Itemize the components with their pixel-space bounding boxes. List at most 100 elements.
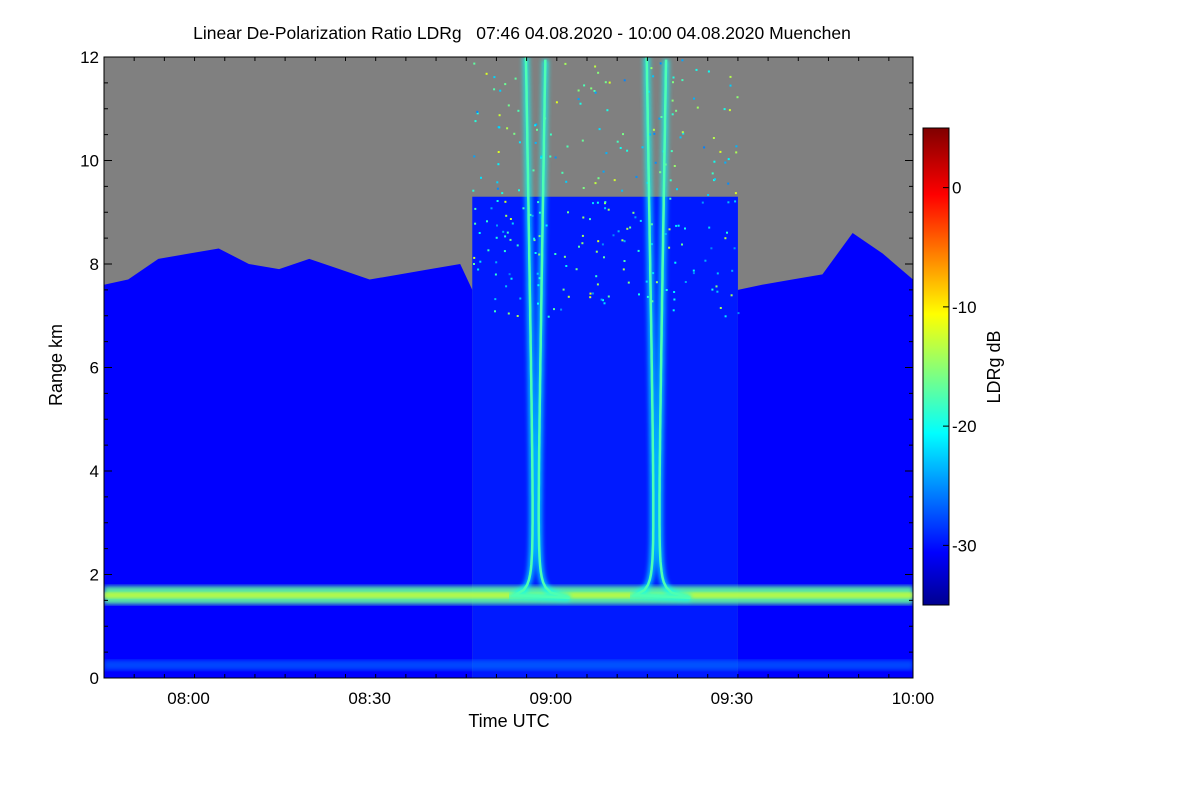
noise-speckle (655, 281, 658, 284)
noise-speckle (510, 277, 513, 280)
noise-speckle (511, 222, 514, 225)
noise-speckle (670, 150, 673, 153)
noise-speckle (518, 189, 520, 192)
noise-speckle (561, 171, 564, 174)
noise-speckle (554, 156, 557, 159)
noise-speckle (724, 237, 727, 240)
noise-speckle (480, 176, 482, 179)
noise-speckle (716, 290, 719, 293)
noise-speckle (496, 200, 499, 202)
noise-speckle (504, 235, 507, 238)
noise-speckle (724, 161, 727, 164)
noise-speckle (473, 155, 476, 158)
noise-speckle (535, 123, 538, 126)
noise-speckle (703, 146, 706, 149)
noise-speckle (681, 243, 683, 246)
noise-speckle (727, 182, 730, 185)
noise-speckle (692, 269, 695, 272)
noise-speckle (673, 291, 676, 293)
noise-speckle (669, 197, 672, 200)
noise-speckle (594, 65, 597, 68)
noise-speckle (596, 201, 599, 204)
noise-speckle (566, 145, 569, 148)
noise-speckle (681, 59, 684, 62)
noise-speckle (519, 297, 522, 300)
noise-speckle (716, 272, 719, 275)
noise-speckle (672, 309, 675, 312)
noise-speckle (660, 116, 663, 118)
noise-speckle (727, 158, 730, 161)
noise-speckle (582, 187, 585, 189)
noise-speckle (531, 214, 534, 217)
noise-speckle (490, 207, 493, 210)
noise-speckle (715, 285, 718, 288)
noise-speckle (504, 83, 507, 86)
noise-speckle (486, 220, 488, 223)
plot-area (104, 57, 913, 678)
noise-speckle (623, 260, 626, 262)
noise-speckle (590, 87, 593, 90)
signal-region-late (737, 232, 913, 678)
noise-speckle (516, 315, 519, 317)
noise-speckle (679, 136, 682, 139)
noise-speckle (579, 102, 582, 105)
noise-speckle (474, 222, 477, 225)
noise-speckle (675, 224, 678, 227)
noise-speckle (638, 293, 640, 296)
noise-speckle (477, 268, 480, 271)
noise-speckle (565, 180, 568, 183)
noise-speckle (536, 128, 538, 131)
noise-speckle (506, 231, 509, 234)
noise-speckle (704, 259, 707, 262)
noise-speckle (549, 133, 552, 136)
noise-speckle (494, 273, 497, 276)
noise-speckle (494, 310, 496, 313)
noise-speckle (682, 132, 685, 135)
noise-speckle (632, 211, 635, 214)
noise-speckle (677, 224, 680, 227)
noise-speckle (734, 200, 737, 203)
noise-speckle (672, 76, 675, 79)
noise-speckle (497, 151, 500, 153)
y-tick-label: 0 (90, 669, 99, 688)
noise-speckle (622, 268, 625, 271)
colorbar: 0 -10 -20 -30 (922, 127, 977, 606)
chart-title: Linear De-Polarization Ratio LDRg 07:46 … (193, 23, 851, 43)
noise-speckle (476, 110, 479, 113)
noise-speckle (495, 261, 498, 264)
noise-speckle (639, 219, 642, 222)
noise-speckle (708, 226, 711, 229)
noise-speckle (737, 312, 740, 315)
noise-speckle (562, 288, 565, 291)
noise-speckle (735, 151, 738, 154)
noise-speckle (577, 98, 580, 101)
noise-speckle (696, 106, 699, 109)
noise-speckle (659, 62, 662, 65)
noise-speckle (724, 315, 727, 318)
noise-speckle (671, 99, 674, 102)
noise-speckle (533, 237, 536, 240)
noise-speckle (522, 207, 525, 210)
noise-speckle (727, 201, 730, 204)
noise-speckle (597, 71, 600, 74)
noise-speckle (604, 207, 607, 210)
noise-speckle (555, 101, 558, 104)
noise-speckle (712, 137, 715, 139)
noise-speckle (504, 200, 507, 203)
noise-speckle (589, 292, 592, 295)
noise-speckle (605, 152, 608, 155)
noise-speckle (509, 218, 512, 220)
noise-speckle (637, 249, 640, 252)
noise-speckle (516, 244, 519, 247)
noise-speckle (726, 231, 728, 234)
noise-speckle (509, 238, 512, 241)
noise-speckle (508, 273, 511, 276)
y-axis-label: Range km (46, 324, 66, 406)
noise-speckle (498, 114, 501, 117)
noise-speckle (730, 294, 733, 297)
noise-speckle (652, 128, 655, 131)
noise-speckle (714, 178, 716, 181)
noise-speckle (658, 117, 661, 120)
noise-speckle (692, 272, 695, 275)
noise-speckle (505, 214, 508, 217)
